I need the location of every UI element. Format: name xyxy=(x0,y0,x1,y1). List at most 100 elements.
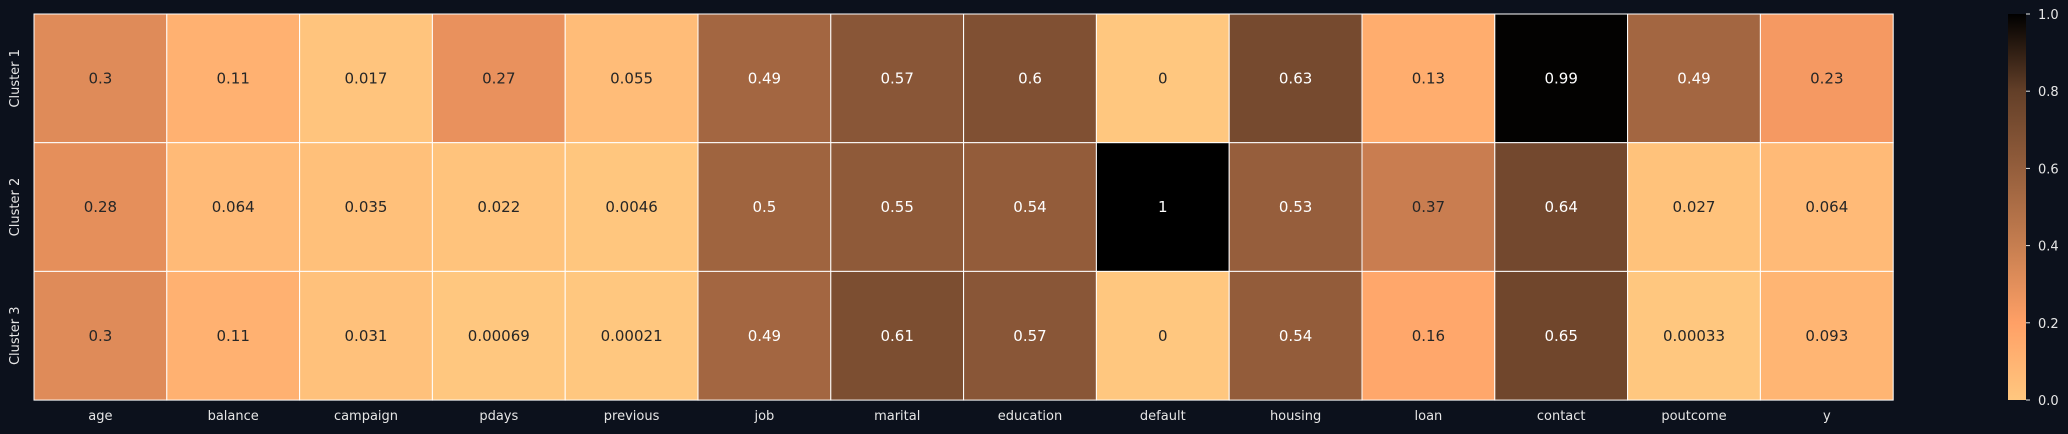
heatmap-cell xyxy=(1627,13,1761,144)
x-tick-label: age xyxy=(88,409,112,424)
heatmap-cell xyxy=(697,270,832,401)
y-tick-label: Cluster 3 xyxy=(8,306,23,365)
cell-value-label: 0.031 xyxy=(345,327,388,345)
heatmap-cell xyxy=(1627,270,1761,401)
cell-value-label: 0.035 xyxy=(345,198,388,216)
heatmap-cell xyxy=(1759,270,1894,401)
cell-value-label: 0.00033 xyxy=(1663,327,1725,345)
heatmap-cells: 0.3 0.11 0.017 0.27 0.055 0.49 0.57 0.6 0 0.63 0.1… xyxy=(33,13,1894,401)
heatmap-cell xyxy=(431,142,566,272)
cell-value-label: 0.093 xyxy=(1805,327,1848,345)
heatmap-cell xyxy=(33,13,168,144)
heatmap-cell xyxy=(33,270,168,401)
cell-value-label: 0.54 xyxy=(1279,327,1312,345)
heatmap-cell xyxy=(431,13,566,144)
cell-value-label: 0.57 xyxy=(1013,327,1046,345)
colorbar-tick-labels: 0.0 0.2 0.4 0.6 0.8 1.0 xyxy=(2026,8,2059,409)
heatmap-cell xyxy=(830,142,965,272)
colorbar-tick-label: 0.0 xyxy=(2038,394,2059,409)
heatmap-cell xyxy=(1228,13,1363,144)
colorbar xyxy=(2008,14,2026,400)
heatmap-cell xyxy=(1759,142,1894,272)
cell-value-label: 0.65 xyxy=(1544,327,1577,345)
x-axis-tick-labels: age balance campaign pdays previous job marita… xyxy=(88,409,1831,424)
heatmap-cell xyxy=(299,142,433,272)
colorbar-tick-label: 0.4 xyxy=(2038,240,2059,255)
cell-value-label: 0.6 xyxy=(1018,69,1042,87)
cell-value-label: 0.5 xyxy=(752,198,776,216)
heatmap-cell xyxy=(1361,270,1496,401)
cell-value-label: 0.99 xyxy=(1544,69,1577,87)
x-tick-label: y xyxy=(1823,409,1831,424)
cell-value-label: 0.055 xyxy=(610,69,653,87)
cell-value-label: 0 xyxy=(1158,69,1168,87)
y-axis-tick-labels: Cluster 1 Cluster 2 Cluster 3 xyxy=(8,49,23,365)
cell-value-label: 0.022 xyxy=(477,198,520,216)
x-tick-label: campaign xyxy=(334,409,398,424)
cell-value-label: 0.3 xyxy=(88,69,112,87)
cell-value-label: 0.3 xyxy=(88,327,112,345)
cell-value-label: 0.13 xyxy=(1412,69,1445,87)
x-tick-label: job xyxy=(753,409,774,424)
cell-value-label: 0.00069 xyxy=(468,327,530,345)
cell-value-label: 0.11 xyxy=(216,327,249,345)
cell-value-label: 0.064 xyxy=(1805,198,1848,216)
cell-value-label: 0.064 xyxy=(212,198,255,216)
heatmap-cell xyxy=(33,142,168,272)
heatmap-cell xyxy=(299,270,433,401)
cell-value-label: 0.23 xyxy=(1810,69,1843,87)
colorbar-tick-label: 0.8 xyxy=(2038,85,2059,100)
heatmap-cell xyxy=(1494,270,1629,401)
cell-value-label: 0.027 xyxy=(1673,198,1716,216)
cell-value-label: 0.0046 xyxy=(605,198,658,216)
heatmap-cell xyxy=(166,13,301,144)
x-tick-label: pdays xyxy=(479,409,518,424)
cell-value-label: 1 xyxy=(1158,198,1168,216)
cell-value-label: 0.017 xyxy=(345,69,388,87)
x-tick-label: housing xyxy=(1270,409,1321,424)
heatmap-cell xyxy=(697,142,832,272)
cell-value-label: 0.27 xyxy=(482,69,515,87)
cell-value-label: 0.64 xyxy=(1544,198,1577,216)
heatmap-cell xyxy=(1095,270,1230,401)
heatmap-cell xyxy=(1627,142,1761,272)
cell-value-label: 0.61 xyxy=(880,327,913,345)
y-tick-label: Cluster 2 xyxy=(8,178,23,237)
heatmap-cell xyxy=(299,13,433,144)
cell-value-label: 0.37 xyxy=(1412,198,1445,216)
x-tick-label: previous xyxy=(604,409,660,424)
colorbar-tick-label: 0.2 xyxy=(2038,317,2059,332)
cell-value-label: 0.63 xyxy=(1279,69,1312,87)
heatmap-cell xyxy=(697,13,832,144)
heatmap-cell xyxy=(963,270,1097,401)
colorbar-tick-label: 0.6 xyxy=(2038,162,2059,177)
x-tick-label: marital xyxy=(874,409,920,424)
heatmap-cell xyxy=(1228,270,1363,401)
cell-value-label: 0.28 xyxy=(84,198,117,216)
heatmap-cell xyxy=(1494,13,1629,144)
cell-value-label: 0.55 xyxy=(880,198,913,216)
cell-value-label: 0.11 xyxy=(216,69,249,87)
heatmap-cell xyxy=(1095,142,1230,272)
cell-value-label: 0 xyxy=(1158,327,1168,345)
cell-value-label: 0.16 xyxy=(1412,327,1445,345)
heatmap-cell xyxy=(1361,142,1496,272)
cell-value-label: 0.00021 xyxy=(601,327,663,345)
heatmap-cell xyxy=(564,142,699,272)
heatmap-cell xyxy=(1759,13,1894,144)
x-tick-label: contact xyxy=(1537,409,1586,424)
x-tick-label: education xyxy=(998,409,1063,424)
cell-value-label: 0.49 xyxy=(748,327,781,345)
cell-value-label: 0.49 xyxy=(748,69,781,87)
heatmap-cell xyxy=(963,13,1097,144)
cell-value-label: 0.53 xyxy=(1279,198,1312,216)
cell-value-label: 0.54 xyxy=(1013,198,1046,216)
cell-value-label: 0.49 xyxy=(1677,69,1710,87)
heatmap-cell xyxy=(564,13,699,144)
colorbar-tick-label: 1.0 xyxy=(2038,8,2059,23)
heatmap-cell xyxy=(830,270,965,401)
heatmap-cell xyxy=(166,142,301,272)
cell-value-label: 0.57 xyxy=(880,69,913,87)
heatmap-cell xyxy=(963,142,1097,272)
